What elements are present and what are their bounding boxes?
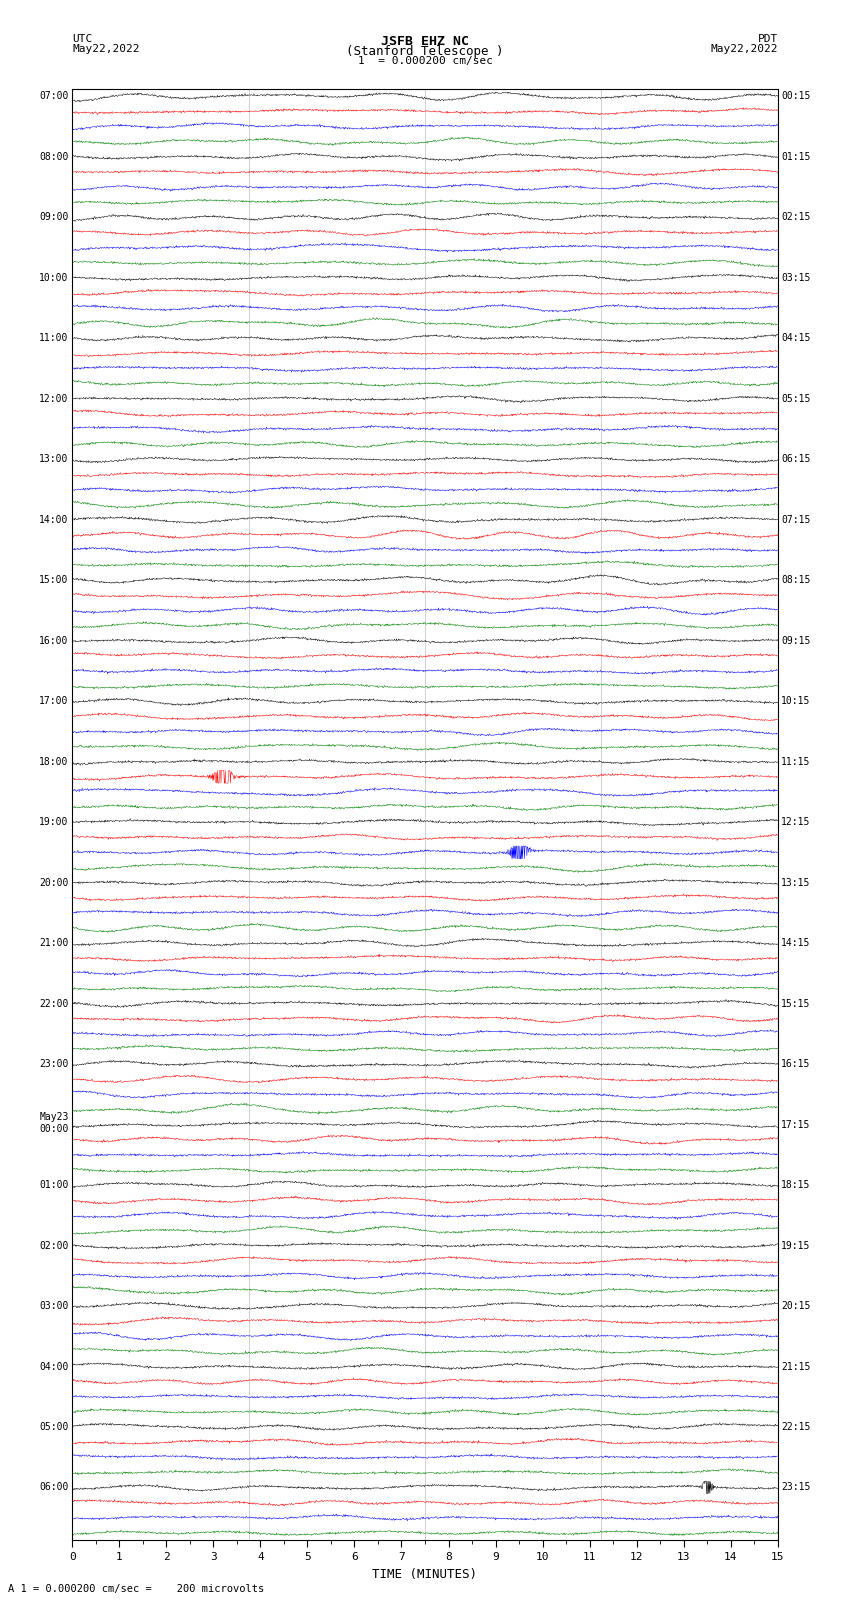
Text: 13:00: 13:00 [39, 455, 69, 465]
Text: 23:15: 23:15 [781, 1482, 811, 1492]
Text: A 1 = 0.000200 cm/sec =    200 microvolts: A 1 = 0.000200 cm/sec = 200 microvolts [8, 1584, 264, 1594]
Text: 10:15: 10:15 [781, 697, 811, 706]
Text: 08:00: 08:00 [39, 152, 69, 161]
Text: 05:15: 05:15 [781, 394, 811, 403]
Text: 07:15: 07:15 [781, 515, 811, 524]
Text: 19:15: 19:15 [781, 1240, 811, 1250]
Text: 21:00: 21:00 [39, 939, 69, 948]
Text: 03:00: 03:00 [39, 1302, 69, 1311]
Text: May22,2022: May22,2022 [711, 44, 778, 53]
Text: 13:15: 13:15 [781, 877, 811, 887]
Text: 1  = 0.000200 cm/sec: 1 = 0.000200 cm/sec [358, 56, 492, 66]
Text: 17:15: 17:15 [781, 1119, 811, 1129]
Text: 07:00: 07:00 [39, 92, 69, 102]
Text: 02:15: 02:15 [781, 213, 811, 223]
Text: 12:15: 12:15 [781, 818, 811, 827]
Text: 06:00: 06:00 [39, 1482, 69, 1492]
Text: 05:00: 05:00 [39, 1423, 69, 1432]
Text: 08:15: 08:15 [781, 576, 811, 586]
Text: 22:15: 22:15 [781, 1423, 811, 1432]
Text: 00:15: 00:15 [781, 92, 811, 102]
Text: 11:00: 11:00 [39, 334, 69, 344]
Text: 10:00: 10:00 [39, 273, 69, 282]
Text: 20:00: 20:00 [39, 877, 69, 887]
Text: 16:15: 16:15 [781, 1060, 811, 1069]
Text: 12:00: 12:00 [39, 394, 69, 403]
Text: 02:00: 02:00 [39, 1240, 69, 1250]
Text: PDT: PDT [757, 34, 778, 44]
Text: UTC: UTC [72, 34, 93, 44]
Text: 15:15: 15:15 [781, 998, 811, 1008]
Text: 03:15: 03:15 [781, 273, 811, 282]
Text: JSFB EHZ NC: JSFB EHZ NC [381, 35, 469, 48]
Text: 06:15: 06:15 [781, 455, 811, 465]
Text: 14:15: 14:15 [781, 939, 811, 948]
Text: May22,2022: May22,2022 [72, 44, 139, 53]
Text: 23:00: 23:00 [39, 1060, 69, 1069]
Text: 04:15: 04:15 [781, 334, 811, 344]
Text: 14:00: 14:00 [39, 515, 69, 524]
Text: 20:15: 20:15 [781, 1302, 811, 1311]
Text: 09:15: 09:15 [781, 636, 811, 645]
Text: (Stanford Telescope ): (Stanford Telescope ) [346, 45, 504, 58]
Text: 11:15: 11:15 [781, 756, 811, 766]
Text: 22:00: 22:00 [39, 998, 69, 1008]
Text: 01:00: 01:00 [39, 1181, 69, 1190]
X-axis label: TIME (MINUTES): TIME (MINUTES) [372, 1568, 478, 1581]
Text: 09:00: 09:00 [39, 213, 69, 223]
Text: 01:15: 01:15 [781, 152, 811, 161]
Text: 04:00: 04:00 [39, 1361, 69, 1371]
Text: 18:15: 18:15 [781, 1181, 811, 1190]
Text: 00:00: 00:00 [39, 1124, 69, 1134]
Text: 16:00: 16:00 [39, 636, 69, 645]
Text: May23: May23 [39, 1111, 69, 1123]
Text: 17:00: 17:00 [39, 697, 69, 706]
Text: 15:00: 15:00 [39, 576, 69, 586]
Text: 19:00: 19:00 [39, 818, 69, 827]
Text: 18:00: 18:00 [39, 756, 69, 766]
Text: 21:15: 21:15 [781, 1361, 811, 1371]
